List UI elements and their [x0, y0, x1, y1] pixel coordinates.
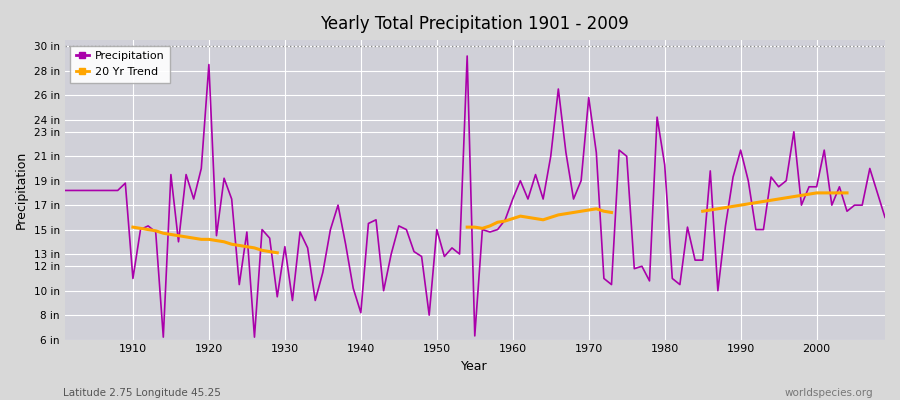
Line: Precipitation: Precipitation: [65, 56, 885, 337]
20 Yr Trend: [241, 244, 252, 249]
Legend: Precipitation, 20 Yr Trend: Precipitation, 20 Yr Trend: [70, 46, 170, 82]
20 Yr Trend: [158, 231, 168, 236]
20 Yr Trend: [166, 232, 176, 237]
Y-axis label: Precipitation: Precipitation: [15, 151, 28, 229]
20 Yr Trend: [272, 250, 283, 255]
Precipitation: [120, 181, 130, 186]
Precipitation: [879, 215, 890, 220]
20 Yr Trend: [249, 246, 260, 250]
Precipitation: [614, 148, 625, 152]
Text: worldspecies.org: worldspecies.org: [785, 388, 873, 398]
20 Yr Trend: [234, 243, 245, 248]
Precipitation: [294, 230, 305, 234]
20 Yr Trend: [256, 248, 267, 253]
Title: Yearly Total Precipitation 1901 - 2009: Yearly Total Precipitation 1901 - 2009: [320, 15, 629, 33]
20 Yr Trend: [181, 234, 192, 239]
Precipitation: [158, 335, 168, 340]
Line: 20 Yr Trend: 20 Yr Trend: [133, 227, 277, 253]
20 Yr Trend: [188, 236, 199, 240]
Precipitation: [462, 54, 472, 58]
Text: Latitude 2.75 Longitude 45.25: Latitude 2.75 Longitude 45.25: [63, 388, 220, 398]
Precipitation: [59, 188, 70, 193]
20 Yr Trend: [265, 249, 275, 254]
20 Yr Trend: [143, 227, 154, 232]
20 Yr Trend: [212, 238, 222, 243]
20 Yr Trend: [150, 228, 161, 233]
20 Yr Trend: [135, 226, 146, 231]
20 Yr Trend: [128, 225, 139, 230]
X-axis label: Year: Year: [462, 360, 488, 373]
20 Yr Trend: [203, 237, 214, 242]
20 Yr Trend: [196, 237, 207, 242]
20 Yr Trend: [219, 239, 230, 244]
Precipitation: [340, 242, 351, 247]
Precipitation: [515, 178, 526, 183]
20 Yr Trend: [226, 242, 237, 247]
20 Yr Trend: [173, 233, 184, 238]
Precipitation: [523, 197, 534, 202]
